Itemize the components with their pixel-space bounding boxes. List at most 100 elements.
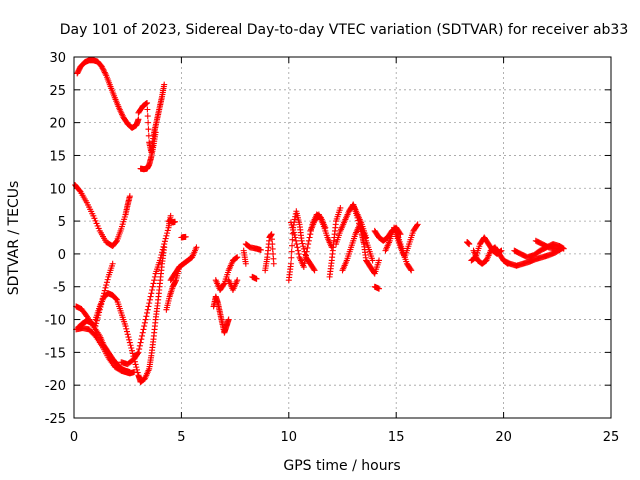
data-point	[136, 342, 143, 349]
series-arc8	[92, 290, 144, 385]
data-point	[141, 323, 148, 330]
data-point	[225, 316, 232, 323]
data-point	[101, 69, 108, 76]
data-point	[137, 339, 144, 346]
data-point	[113, 296, 120, 303]
y-tick-label: 20	[49, 117, 66, 132]
data-point	[135, 349, 142, 356]
data-point	[101, 287, 108, 294]
data-point	[354, 214, 361, 221]
data-point	[371, 269, 378, 276]
y-tick-label: 25	[49, 84, 66, 99]
y-tick-label: 5	[58, 215, 66, 230]
data-point	[145, 303, 152, 310]
data-point	[123, 328, 130, 335]
series-arc19	[242, 241, 264, 253]
x-tick-label: 15	[388, 430, 405, 445]
data-point	[355, 220, 362, 227]
series-arc18	[240, 247, 249, 267]
plot-frame	[73, 56, 612, 419]
grid-lines	[74, 57, 611, 418]
data-point	[414, 221, 421, 228]
data-point	[558, 245, 565, 252]
data-point	[369, 257, 376, 264]
data-point	[295, 250, 302, 257]
series-arc36	[500, 245, 565, 269]
data-point	[337, 204, 344, 211]
data-point	[102, 70, 109, 77]
data-point	[311, 267, 318, 274]
data-point	[304, 244, 311, 251]
chart-title: Day 101 of 2023, Sidereal Day-to-day VTE…	[60, 22, 629, 38]
data-point	[288, 254, 295, 261]
data-point	[151, 277, 158, 284]
data-point	[234, 277, 241, 284]
series-arc12	[167, 244, 200, 284]
series-arc4	[72, 181, 133, 250]
series-arc20	[249, 273, 260, 282]
series-arc34	[468, 234, 505, 264]
data-point	[149, 287, 156, 294]
y-axis-label: SDTVAR / TECUs	[6, 181, 22, 296]
data-point	[303, 248, 310, 255]
data-point	[182, 233, 189, 240]
data-point	[288, 248, 295, 255]
data-point	[295, 247, 302, 254]
series-arc11	[163, 264, 183, 313]
data-point	[144, 99, 151, 106]
series-arc10	[137, 244, 168, 385]
series-arc13	[165, 218, 178, 226]
data-point	[113, 238, 120, 245]
data-point	[123, 325, 130, 332]
data-point	[151, 273, 158, 280]
data-point	[300, 243, 307, 250]
data-point	[92, 323, 99, 330]
data-point	[302, 252, 309, 259]
data-point	[140, 326, 147, 333]
data-point	[149, 283, 156, 290]
data-point	[98, 63, 105, 70]
series-arc15	[210, 293, 232, 336]
data-point	[171, 218, 178, 225]
data-point	[109, 260, 116, 267]
series-arc16	[212, 254, 241, 294]
data-point	[407, 266, 414, 273]
y-tick-label: 15	[49, 149, 66, 164]
data-point	[128, 344, 135, 351]
data-point	[356, 223, 363, 230]
data-point	[126, 369, 133, 376]
data-point	[305, 237, 312, 244]
data-point	[93, 317, 100, 324]
data-point	[408, 267, 415, 274]
data-point	[292, 234, 299, 241]
data-point	[310, 266, 317, 273]
data-point	[93, 320, 100, 327]
data-point	[144, 106, 151, 113]
data-point	[306, 234, 313, 241]
series-arc2	[135, 81, 168, 156]
data-point	[164, 227, 171, 234]
data-point	[298, 237, 305, 244]
x-tick-label: 5	[177, 430, 185, 445]
data-point	[302, 256, 309, 263]
x-tick-label: 10	[281, 430, 298, 445]
data-point	[136, 346, 143, 353]
data-point	[376, 257, 383, 264]
data-point	[293, 241, 300, 248]
data-point	[124, 331, 131, 338]
data-point	[300, 245, 307, 252]
data-point	[129, 350, 136, 357]
data-point	[145, 126, 152, 133]
data-point	[299, 240, 306, 247]
data-point	[142, 316, 149, 323]
series-arc30	[371, 283, 383, 292]
data-point	[99, 65, 106, 72]
data-point	[126, 193, 133, 200]
x-tick-label: 25	[603, 430, 620, 445]
data-point	[143, 313, 150, 320]
series-arc1	[74, 57, 142, 131]
x-tick-label: 0	[70, 430, 78, 445]
series-arc25	[326, 204, 344, 280]
y-tick-label: 10	[49, 182, 66, 197]
